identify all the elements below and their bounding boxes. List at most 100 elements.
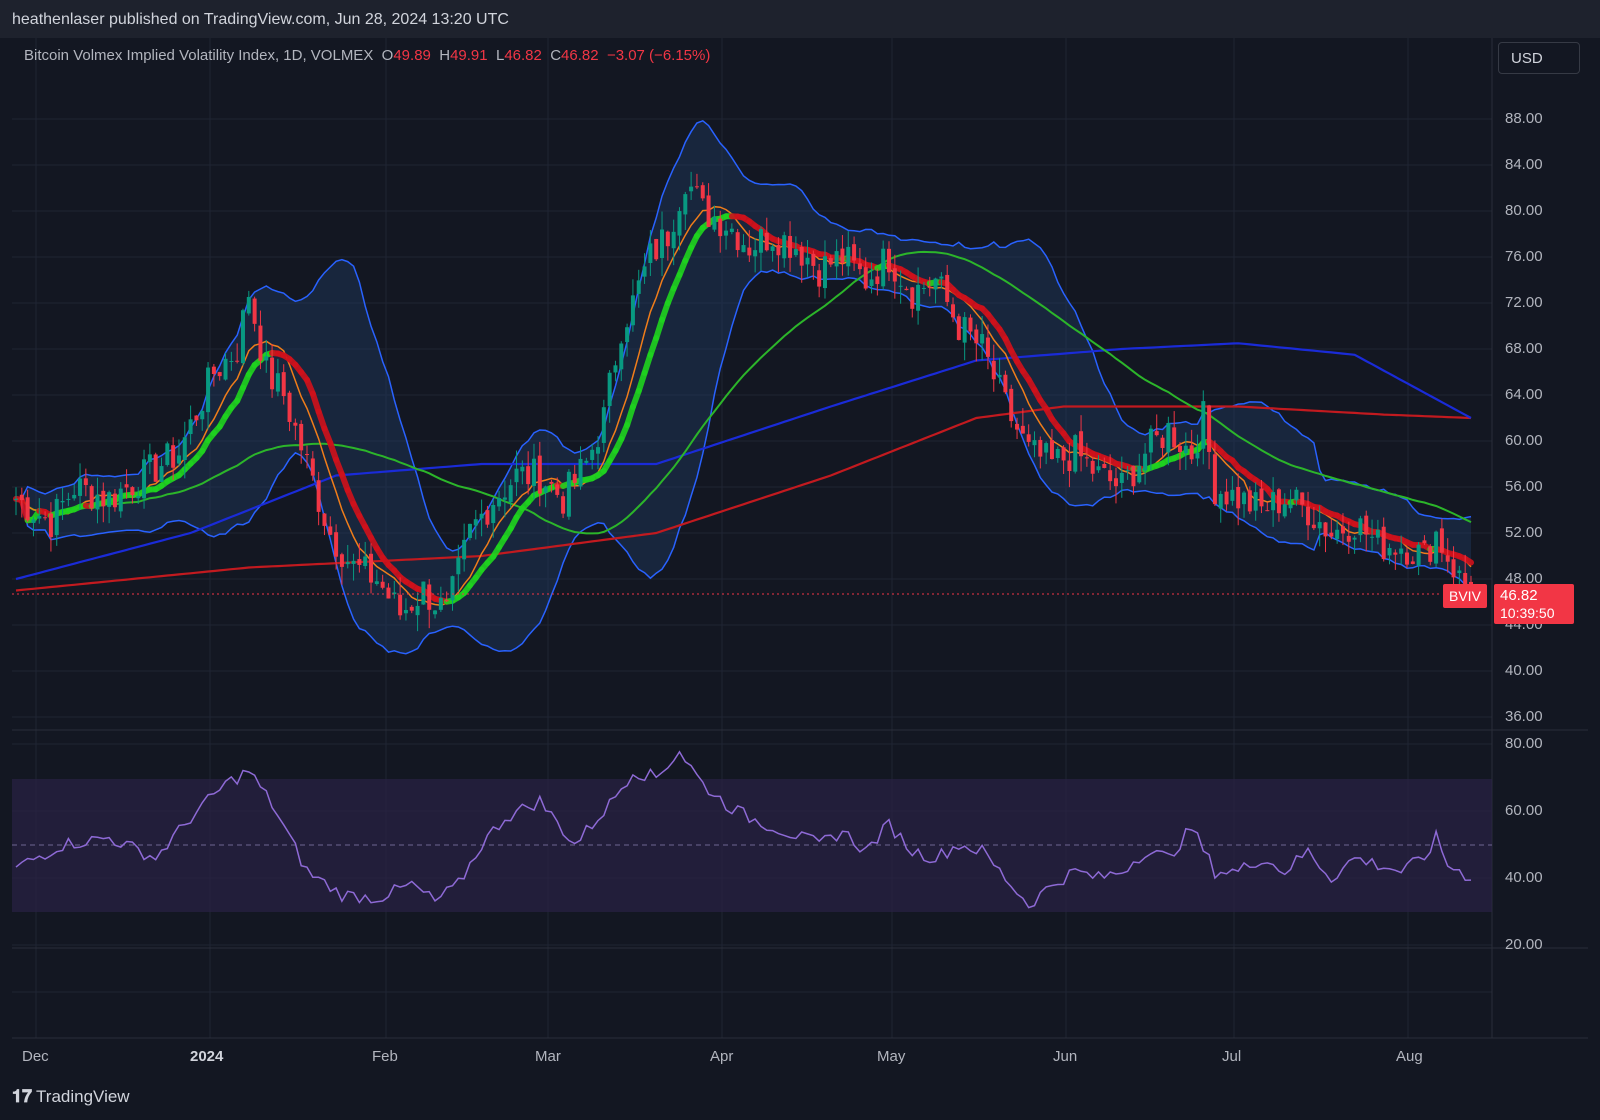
candle-body [1329, 532, 1334, 537]
candle-body [1212, 454, 1217, 505]
candle-body [153, 454, 158, 482]
candle-body [764, 232, 769, 251]
ribbon-segment [1462, 555, 1474, 566]
time-tick: Jun [1053, 1048, 1078, 1065]
candle-body [438, 597, 443, 610]
time-tick: May [877, 1048, 906, 1065]
candle-body [584, 460, 589, 463]
candle-body [66, 498, 71, 500]
candle-body [1178, 445, 1182, 453]
currency-button[interactable]: USD [1498, 42, 1580, 74]
candle-body [380, 581, 385, 588]
candle-body [1381, 526, 1386, 560]
candle-body [537, 455, 542, 494]
candle-body [316, 480, 321, 512]
candle-body [165, 443, 170, 465]
candle-body [869, 279, 874, 286]
candle-body [281, 372, 286, 397]
candlesticks [14, 171, 1473, 632]
tradingview-logo[interactable]: 𝟏𝟕 TradingView [12, 1086, 130, 1107]
candle-body [398, 594, 403, 616]
candle-body [1084, 457, 1089, 459]
ribbon-segment [653, 316, 666, 342]
candle-body [863, 267, 868, 289]
candle-body [322, 513, 327, 526]
candle-body [78, 478, 83, 496]
candle-body [37, 515, 42, 519]
candle-body [834, 251, 839, 267]
candle-body [1393, 552, 1398, 555]
candle-body [828, 258, 833, 265]
candle-body [822, 256, 827, 289]
candle-body [526, 466, 531, 485]
candle-body [887, 248, 891, 273]
price-tick: 80.00 [1505, 202, 1543, 219]
candle-body [927, 286, 932, 288]
candle-body [246, 296, 251, 314]
candle-body [421, 581, 426, 605]
candle-body [817, 270, 822, 287]
candle-body [555, 484, 560, 495]
candle-body [665, 231, 670, 247]
candle-body [130, 487, 135, 496]
candle-body [520, 466, 525, 472]
candle-body [293, 422, 298, 426]
brand-name: TradingView [36, 1087, 130, 1106]
candle-body [1119, 472, 1124, 483]
candle-body [89, 486, 94, 509]
candle-body [1137, 465, 1142, 483]
candle-body [1404, 552, 1409, 565]
last-price-badge: 46.82 10:39:50 [1494, 584, 1574, 624]
candle-body [933, 278, 938, 290]
candle-body [531, 458, 536, 486]
candle-body [258, 325, 263, 361]
ribbon-segment [641, 351, 654, 376]
candle-body [147, 454, 152, 462]
candle-body [345, 562, 350, 565]
candle-body [1300, 492, 1305, 505]
candle-body [939, 276, 944, 279]
candle-body [549, 481, 554, 484]
price-tick: 64.00 [1505, 386, 1543, 403]
candle-body [793, 249, 798, 256]
candle-body [182, 437, 187, 461]
candle-body [200, 410, 205, 420]
candle-body [1317, 522, 1322, 529]
candle-body [287, 392, 292, 422]
candle-body [1044, 443, 1049, 453]
candle-body [1143, 453, 1148, 471]
candle-body [630, 295, 635, 326]
candle-body [846, 246, 851, 267]
ribbon-segment [624, 403, 636, 429]
symbol-legend[interactable]: Bitcoin Volmex Implied Volatility Index,… [24, 47, 710, 64]
candle-body [718, 218, 723, 237]
candle-body [1003, 374, 1008, 393]
candle-body [724, 230, 729, 236]
candle-body [171, 445, 176, 468]
bollinger-lower-line [15, 269, 1472, 655]
candle-body [1160, 437, 1165, 448]
rsi-tick: 20.00 [1505, 936, 1543, 953]
candle-body [1323, 522, 1328, 537]
candle-body [1055, 448, 1060, 459]
candle-body [1102, 463, 1107, 468]
candle-body [112, 493, 117, 508]
candle-body [683, 194, 688, 215]
candle-body [31, 519, 36, 523]
candle-body [601, 407, 606, 443]
candle-body [753, 250, 758, 257]
candle-body [671, 231, 676, 249]
candle-body [1259, 488, 1264, 507]
candle-body [799, 246, 804, 266]
candle-body [636, 280, 641, 294]
candle-body [566, 471, 571, 517]
candle-body [543, 486, 548, 493]
candle-body [211, 366, 216, 374]
candle-body [1346, 535, 1351, 542]
price-tick: 88.00 [1505, 110, 1543, 127]
candle-body [805, 257, 810, 265]
price-tick: 52.00 [1505, 524, 1543, 541]
candle-body [369, 553, 374, 583]
candle-body [1026, 434, 1031, 442]
candle-body [136, 495, 141, 499]
